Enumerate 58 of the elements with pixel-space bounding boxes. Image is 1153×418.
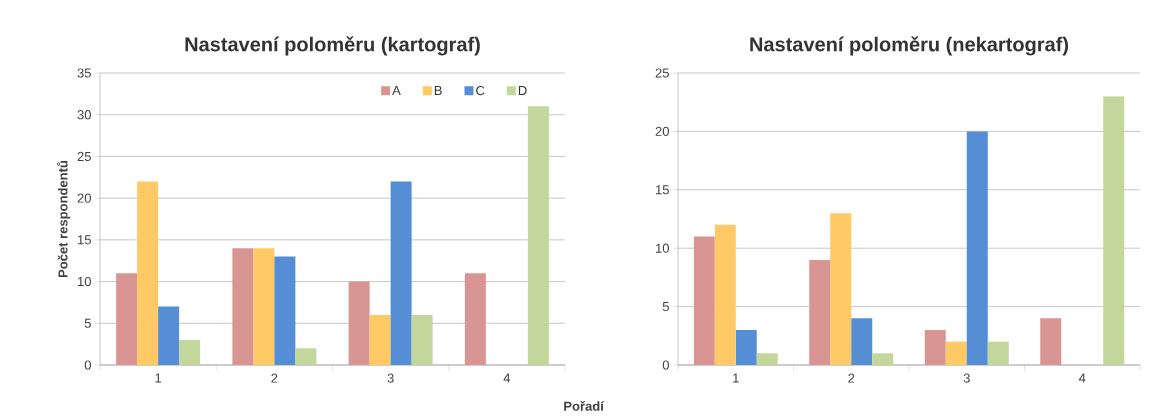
bar xyxy=(1040,318,1062,365)
bar xyxy=(253,248,275,365)
bar xyxy=(693,236,715,365)
y-tick-label: 25 xyxy=(655,68,669,78)
x-tick-label: 1 xyxy=(733,373,739,383)
bar xyxy=(411,314,433,365)
x-tick-label: 3 xyxy=(387,373,394,383)
bar xyxy=(348,281,370,365)
bar xyxy=(390,181,412,365)
y-tick-label: 15 xyxy=(78,235,91,245)
y-tick-label: 20 xyxy=(77,193,91,203)
x-tick-label: 3 xyxy=(963,373,970,383)
y-tick-label: 35 xyxy=(77,68,91,78)
y-tick-label: 5 xyxy=(84,318,91,328)
bar xyxy=(945,341,967,365)
bar xyxy=(735,329,757,365)
bar xyxy=(714,224,736,365)
legend-label: C xyxy=(476,85,485,96)
bar xyxy=(851,318,873,365)
bar xyxy=(158,306,180,365)
y-tick-label: 10 xyxy=(78,276,91,287)
x-tick-label: 2 xyxy=(848,373,855,383)
x-tick-label: 4 xyxy=(1078,373,1086,383)
bar xyxy=(137,181,159,365)
bar xyxy=(830,213,852,365)
bar xyxy=(924,329,946,365)
y-tick-label: 30 xyxy=(77,110,91,120)
y-tick-label: 10 xyxy=(656,243,669,253)
bar xyxy=(369,314,391,365)
bar xyxy=(987,341,1009,365)
y-tick-label: 20 xyxy=(655,126,669,136)
legend-label: A xyxy=(392,86,401,95)
y-tick-label: 25 xyxy=(77,151,91,162)
y-tick-label: 0 xyxy=(662,360,669,370)
legend-label: D xyxy=(518,86,527,95)
bar xyxy=(116,273,138,365)
x-tick-label: 1 xyxy=(155,373,162,383)
y-tick-label: 0 xyxy=(84,360,91,370)
bar xyxy=(756,353,778,365)
legend-label: B xyxy=(434,86,442,95)
x-axis-title: Pořadí xyxy=(564,400,605,411)
bar xyxy=(1103,96,1125,365)
bar xyxy=(966,131,988,365)
bar xyxy=(527,106,549,365)
chart-title: Nastavení poloměru (kartograf) xyxy=(185,36,480,56)
bar xyxy=(809,259,831,365)
x-tick-label: 4 xyxy=(503,373,511,383)
bar xyxy=(274,256,296,365)
bar xyxy=(295,348,317,365)
bar xyxy=(872,353,894,365)
y-tick-label: 15 xyxy=(656,185,669,195)
y-tick-label: 5 xyxy=(662,302,669,312)
bar xyxy=(464,273,486,365)
y-axis-title: Počet respondentů xyxy=(57,161,71,278)
x-tick-label: 2 xyxy=(271,373,278,383)
bar xyxy=(232,248,254,365)
bar xyxy=(179,339,201,365)
chart-title: Nastavení poloměru (nekartograf) xyxy=(750,36,1069,56)
